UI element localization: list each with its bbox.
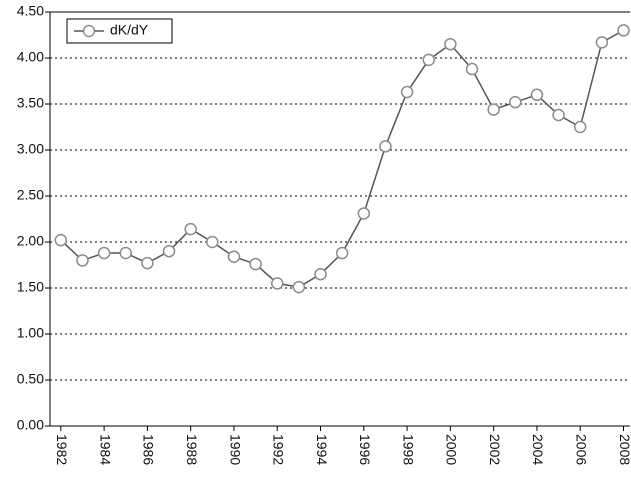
- x-tick-label: 1994: [314, 434, 330, 465]
- data-point: [119, 246, 132, 260]
- data-point: [76, 254, 89, 267]
- data-point: [270, 277, 284, 290]
- data-point: [249, 257, 262, 271]
- x-tick-label: 1988: [184, 434, 200, 465]
- x-tick-label: 1990: [227, 434, 243, 465]
- y-tick-label: 2.00: [17, 233, 44, 249]
- x-tick-label: 2002: [487, 434, 503, 465]
- data-point: [184, 222, 197, 236]
- y-tick-label: 1.50: [17, 279, 44, 295]
- data-point: [573, 120, 587, 134]
- data-point: [595, 36, 609, 49]
- data-point: [54, 233, 68, 247]
- y-tick-label: 0.00: [17, 417, 44, 433]
- x-tick-label: 1984: [97, 434, 113, 465]
- x-tick-label: 1986: [141, 434, 157, 465]
- data-point: [292, 280, 306, 294]
- y-tick-label: 3.50: [17, 95, 44, 111]
- y-tick-label: 2.50: [17, 187, 44, 203]
- data-point: [227, 250, 241, 263]
- data-point: [509, 95, 522, 109]
- x-tick-label: 1982: [54, 434, 70, 465]
- y-tick-label: 0.50: [17, 371, 44, 387]
- data-point: [314, 267, 327, 281]
- data-point: [465, 62, 479, 76]
- data-point: [487, 103, 500, 116]
- x-tick-label: 1998: [400, 434, 416, 465]
- data-point: [444, 37, 457, 51]
- x-tick-label: 1996: [357, 434, 373, 465]
- x-tick-label: 2006: [574, 434, 590, 465]
- data-point: [206, 235, 219, 249]
- data-point: [97, 246, 111, 260]
- legend-label: dK/dY: [110, 22, 149, 38]
- x-tick-label: 2008: [617, 434, 631, 465]
- data-point: [379, 140, 392, 153]
- data-point: [617, 24, 630, 37]
- data-point: [552, 108, 565, 122]
- y-tick-label: 3.00: [17, 141, 44, 157]
- y-tick-label: 4.00: [17, 49, 44, 65]
- x-tick-label: 1992: [271, 434, 287, 465]
- x-tick-label: 2004: [530, 434, 546, 465]
- y-tick-label: 4.50: [17, 3, 44, 19]
- data-point: [162, 244, 176, 258]
- data-point: [141, 256, 154, 270]
- data-point: [530, 88, 544, 102]
- y-tick-label: 1.00: [17, 325, 44, 341]
- x-tick-label: 2000: [444, 434, 460, 465]
- data-point: [335, 246, 349, 260]
- data-point: [400, 85, 414, 99]
- data-point: [357, 207, 371, 220]
- legend-marker: [82, 24, 96, 38]
- data-point: [422, 53, 435, 67]
